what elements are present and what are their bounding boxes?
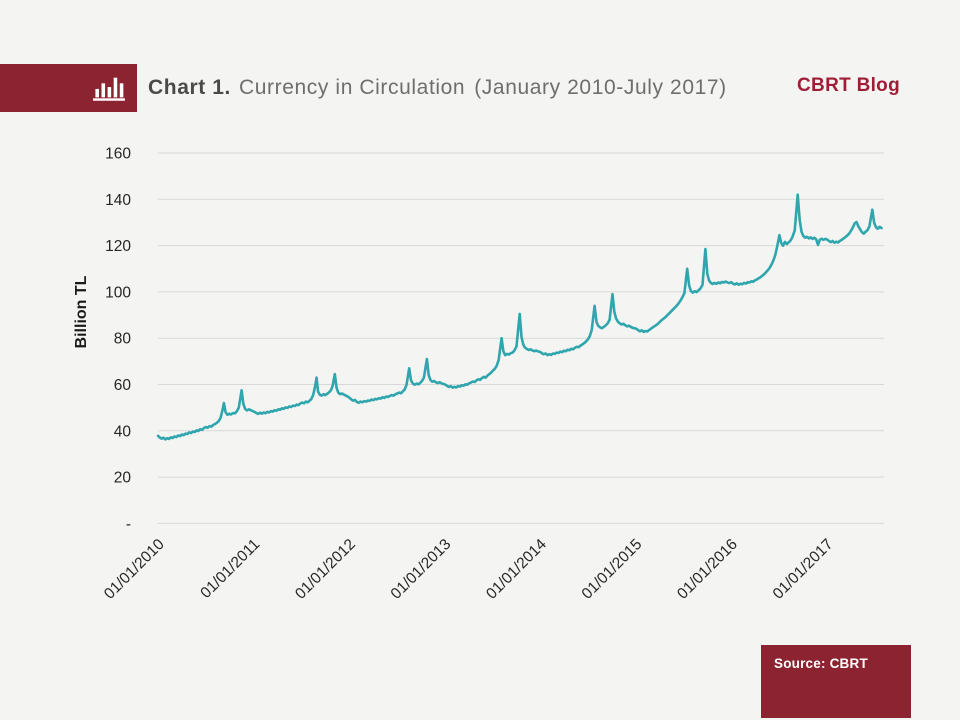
y-tick-label: - (126, 516, 131, 533)
x-tick-label: 01/01/2013 (388, 536, 455, 603)
chart-title-period: (January 2010-July 2017) (474, 76, 727, 99)
bar-chart-icon (93, 77, 125, 101)
page-title: Chart 1. Currency in Circulation (Januar… (148, 64, 727, 112)
x-tick-label: 01/01/2011 (197, 536, 263, 602)
header: Chart 1. Currency in Circulation (Januar… (0, 64, 960, 112)
y-axis-title: Billion TL (73, 275, 90, 348)
y-tick-label: 20 (114, 470, 132, 487)
x-tick-label: 01/01/2017 (770, 536, 837, 603)
data-line-currency-in-circulation (156, 193, 883, 441)
y-tick-label: 40 (114, 423, 132, 440)
y-tick-label: 60 (114, 377, 132, 394)
x-tick-label: 01/01/2016 (674, 536, 741, 603)
chart-title-text: Currency in Circulation (239, 76, 466, 99)
x-tick-label: 01/01/2010 (101, 536, 168, 603)
blog-label: CBRT Blog (797, 75, 900, 96)
y-tick-label: 100 (105, 284, 131, 301)
source-box: Source: CBRT (761, 645, 911, 718)
x-tick-label: 01/01/2014 (483, 536, 550, 603)
cbrt-logo (0, 64, 137, 112)
y-tick-label: 160 (105, 146, 131, 163)
y-tick-label: 140 (105, 192, 131, 209)
source-label: Source: CBRT (774, 656, 868, 671)
y-tick-label: 80 (114, 331, 132, 348)
x-tick-label: 01/01/2015 (579, 536, 646, 603)
chart-number-label: Chart 1. (148, 76, 231, 99)
x-tick-label: 01/01/2012 (292, 536, 359, 603)
y-tick-label: 120 (105, 238, 131, 255)
